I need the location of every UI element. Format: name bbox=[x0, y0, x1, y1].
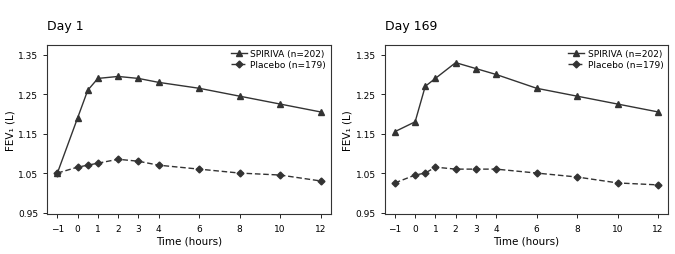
Line: Placebo (n=179): Placebo (n=179) bbox=[392, 165, 661, 188]
SPIRIVA (n=202) bbox=[236, 95, 244, 98]
Legend: SPIRIVA (n=202), Placebo (n=179): SPIRIVA (n=202), Placebo (n=179) bbox=[566, 49, 666, 72]
X-axis label: Time (hours): Time (hours) bbox=[493, 235, 560, 245]
SPIRIVA (n=202) bbox=[84, 89, 92, 92]
Placebo (n=179) bbox=[114, 158, 122, 161]
Placebo (n=179) bbox=[53, 172, 61, 175]
SPIRIVA (n=202) bbox=[533, 87, 541, 90]
Line: Placebo (n=179): Placebo (n=179) bbox=[55, 157, 323, 184]
Placebo (n=179) bbox=[155, 164, 163, 167]
Placebo (n=179) bbox=[492, 168, 500, 171]
SPIRIVA (n=202) bbox=[134, 77, 142, 81]
SPIRIVA (n=202) bbox=[452, 62, 460, 65]
Placebo (n=179) bbox=[614, 182, 622, 185]
Text: Day 1: Day 1 bbox=[47, 20, 84, 33]
Placebo (n=179) bbox=[195, 168, 203, 171]
Placebo (n=179) bbox=[654, 184, 662, 187]
SPIRIVA (n=202) bbox=[74, 117, 82, 120]
SPIRIVA (n=202) bbox=[317, 111, 325, 114]
Y-axis label: FEV₁ (L): FEV₁ (L) bbox=[343, 110, 353, 150]
Placebo (n=179) bbox=[391, 182, 399, 185]
Placebo (n=179) bbox=[431, 166, 439, 169]
Y-axis label: FEV₁ (L): FEV₁ (L) bbox=[5, 110, 16, 150]
Placebo (n=179) bbox=[317, 180, 325, 183]
SPIRIVA (n=202) bbox=[53, 172, 61, 175]
Legend: SPIRIVA (n=202), Placebo (n=179): SPIRIVA (n=202), Placebo (n=179) bbox=[229, 49, 328, 72]
Placebo (n=179) bbox=[276, 174, 284, 177]
SPIRIVA (n=202) bbox=[492, 74, 500, 77]
SPIRIVA (n=202) bbox=[472, 68, 480, 71]
SPIRIVA (n=202) bbox=[573, 95, 581, 98]
SPIRIVA (n=202) bbox=[431, 77, 439, 81]
Text: Day 169: Day 169 bbox=[385, 20, 437, 33]
SPIRIVA (n=202) bbox=[391, 131, 399, 134]
Placebo (n=179) bbox=[134, 160, 142, 163]
SPIRIVA (n=202) bbox=[411, 121, 419, 124]
Line: SPIRIVA (n=202): SPIRIVA (n=202) bbox=[54, 74, 324, 177]
Placebo (n=179) bbox=[573, 176, 581, 179]
SPIRIVA (n=202) bbox=[94, 77, 102, 81]
Placebo (n=179) bbox=[236, 172, 244, 175]
SPIRIVA (n=202) bbox=[114, 76, 122, 79]
Line: SPIRIVA (n=202): SPIRIVA (n=202) bbox=[392, 60, 662, 135]
Placebo (n=179) bbox=[94, 162, 102, 165]
Placebo (n=179) bbox=[84, 164, 92, 167]
SPIRIVA (n=202) bbox=[614, 103, 622, 106]
SPIRIVA (n=202) bbox=[421, 85, 429, 88]
SPIRIVA (n=202) bbox=[195, 87, 203, 90]
SPIRIVA (n=202) bbox=[654, 111, 662, 114]
Placebo (n=179) bbox=[472, 168, 480, 171]
Placebo (n=179) bbox=[74, 166, 82, 169]
Placebo (n=179) bbox=[533, 172, 541, 175]
X-axis label: Time (hours): Time (hours) bbox=[156, 235, 222, 245]
Placebo (n=179) bbox=[452, 168, 460, 171]
SPIRIVA (n=202) bbox=[276, 103, 284, 106]
SPIRIVA (n=202) bbox=[155, 82, 163, 85]
Placebo (n=179) bbox=[411, 174, 419, 177]
Placebo (n=179) bbox=[421, 172, 429, 175]
